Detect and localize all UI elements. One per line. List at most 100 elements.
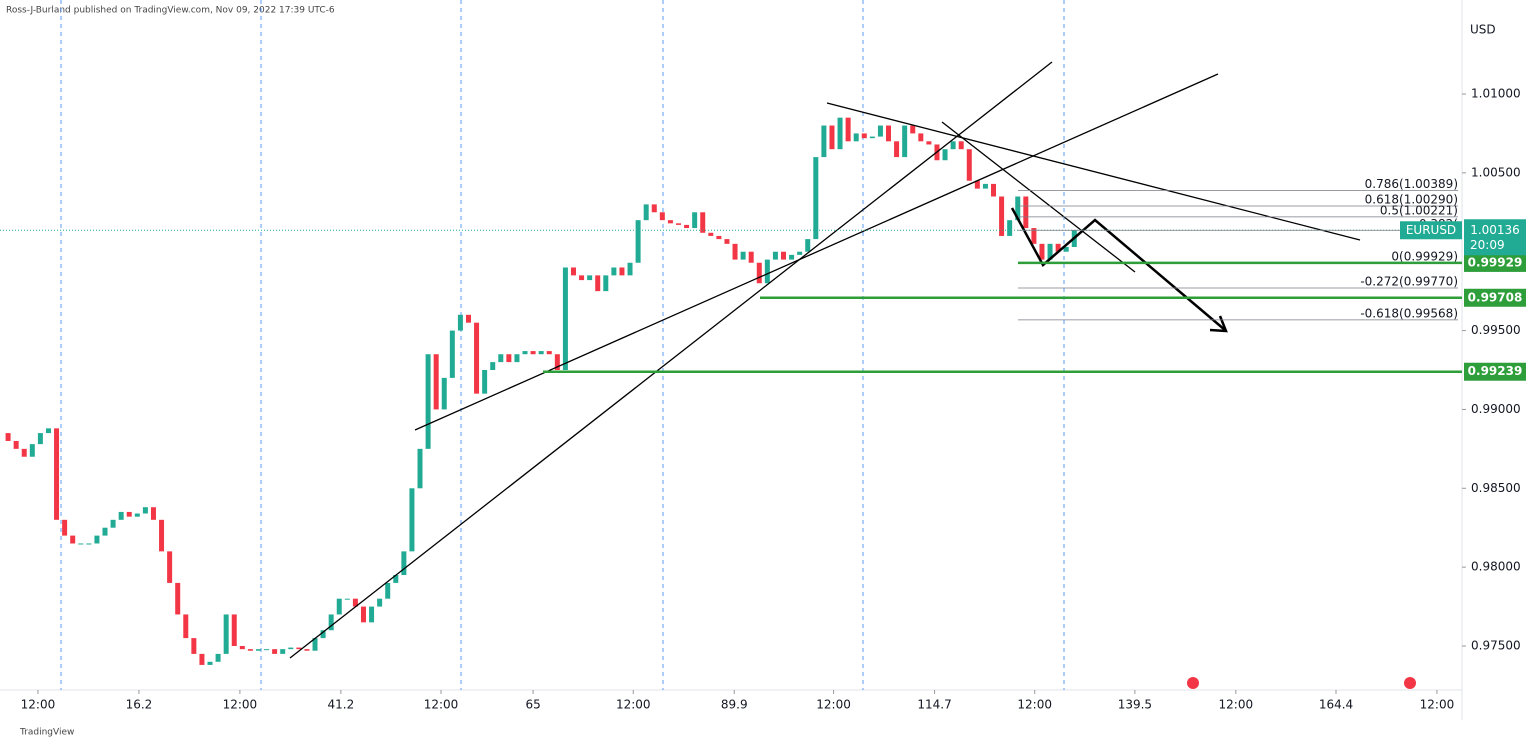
candle-body — [239, 645, 245, 650]
x-tick-label: 12:00 — [1219, 698, 1254, 712]
x-tick-label: 139.5 — [1118, 698, 1152, 712]
candle-body — [191, 638, 197, 654]
candle-body — [264, 649, 270, 651]
y-tick-label: 0.99500 — [1471, 323, 1521, 337]
fib-label: -0.618(0.99568) — [1360, 306, 1458, 320]
candle-body — [150, 507, 156, 520]
candle-body — [603, 275, 609, 292]
candle-body — [280, 649, 286, 654]
candle-body — [724, 239, 730, 244]
y-tick-label: 0.97500 — [1471, 638, 1521, 652]
candle-body — [183, 614, 189, 639]
candle-body — [781, 251, 787, 260]
candle-body — [21, 448, 27, 457]
candle-body — [514, 354, 520, 363]
candle-body — [732, 243, 738, 260]
level-badge-label: 0.99239 — [1468, 364, 1523, 378]
candle-body — [926, 141, 932, 145]
symbol-badge — [1400, 221, 1462, 240]
candle-body — [974, 180, 980, 189]
candle-body — [134, 513, 140, 517]
candle-body — [861, 133, 867, 139]
candle-body — [789, 254, 795, 260]
candle-body — [595, 275, 601, 292]
level-badge-label: 0.99929 — [1468, 255, 1523, 269]
candle-body — [546, 351, 552, 355]
candle-body — [118, 511, 124, 520]
candle-body — [651, 204, 657, 213]
candle-body — [611, 267, 617, 276]
candle-body — [716, 235, 722, 240]
candle-body — [296, 647, 302, 650]
candle-body — [1015, 196, 1021, 221]
candle-body — [304, 649, 310, 651]
candle-body — [94, 535, 100, 544]
candle-body — [54, 428, 60, 520]
y-tick-label: 0.98000 — [1471, 560, 1521, 574]
event-icon — [1187, 677, 1199, 689]
candle-body — [377, 598, 383, 607]
candle-body — [562, 267, 568, 370]
candle-body — [369, 606, 375, 623]
candle-body — [425, 354, 431, 449]
candle-body — [708, 232, 714, 236]
candle-body — [288, 647, 294, 650]
candle-body — [255, 649, 261, 651]
candle-body — [942, 149, 948, 161]
candle-body — [126, 511, 132, 517]
x-tick-label: 65 — [525, 698, 540, 712]
candle-body — [772, 251, 778, 260]
level-badge-label: 0.99708 — [1468, 290, 1523, 304]
candle-body — [385, 582, 391, 599]
candle-body — [587, 275, 593, 281]
candle-body — [215, 653, 221, 662]
candle-body — [579, 275, 585, 281]
symbol-badge-label: EURUSD — [1406, 223, 1456, 237]
session-separators — [60, 0, 1065, 690]
candle-body — [530, 351, 536, 355]
candle-body — [910, 125, 916, 134]
projection-arrow — [1010, 207, 1228, 333]
candle-body — [522, 351, 528, 355]
candle-body — [441, 377, 447, 410]
candle-body — [506, 354, 512, 363]
countdown: 20:09 — [1470, 238, 1505, 252]
candle-body — [756, 262, 762, 284]
candle-body — [312, 638, 318, 651]
candle-body — [1063, 246, 1069, 252]
candle-body — [78, 543, 84, 545]
x-tick-label: 12:00 — [21, 698, 56, 712]
candle-body — [1031, 228, 1037, 244]
candle-body — [336, 598, 342, 615]
candle-body — [1055, 243, 1061, 252]
candle-body — [417, 448, 423, 489]
candle-body — [667, 220, 673, 224]
candle-body — [474, 322, 480, 394]
candle-body — [886, 125, 892, 142]
y-tick-label: 1.00500 — [1471, 165, 1521, 179]
fib-label: 0.786(1.00389) — [1365, 177, 1458, 191]
candle-body — [958, 141, 964, 150]
y-tick-label: 1.01000 — [1471, 86, 1521, 100]
x-tick-label: 41.2 — [328, 698, 355, 712]
x-tick-label: 89.9 — [721, 698, 748, 712]
candle-body — [360, 606, 366, 623]
candle-body — [837, 117, 843, 150]
candle-body — [643, 204, 649, 221]
candle-body — [740, 251, 746, 260]
candle-body — [449, 330, 455, 378]
x-tick-label: 12:00 — [1420, 698, 1455, 712]
candle-body — [982, 183, 988, 189]
footer-brand: TradingView — [19, 728, 74, 738]
candle-body — [401, 551, 407, 576]
candle-body — [748, 251, 754, 263]
candle-body — [764, 259, 770, 284]
x-tick-label: 12:00 — [1017, 698, 1052, 712]
x-tick-label: 12:00 — [223, 698, 258, 712]
candle-body — [110, 519, 116, 528]
publisher: Ross-J-Burland published on TradingView.… — [6, 6, 335, 16]
candle-body — [465, 314, 471, 323]
candle-body — [344, 598, 350, 600]
candle-body — [457, 314, 463, 331]
candle-body — [482, 369, 488, 394]
